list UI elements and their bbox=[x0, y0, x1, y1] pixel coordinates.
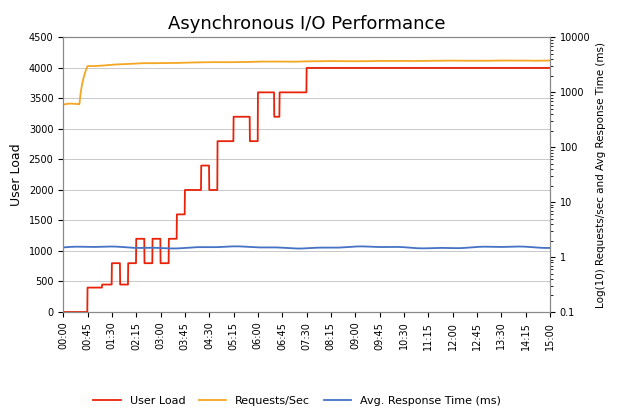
Y-axis label: Log(10) Requests/sec and Avg Response Time (ms): Log(10) Requests/sec and Avg Response Ti… bbox=[596, 42, 605, 308]
Line: Requests/Sec: Requests/Sec bbox=[63, 60, 550, 104]
Requests/Sec bbox=[59, 102, 67, 107]
User Load bbox=[532, 65, 540, 70]
Title: Asynchronous I/O Performance: Asynchronous I/O Performance bbox=[167, 15, 446, 33]
Requests/Sec bbox=[532, 58, 540, 63]
User Load bbox=[443, 65, 451, 70]
User Load bbox=[59, 310, 67, 314]
Requests/Sec bbox=[296, 59, 303, 64]
Avg. Response Time (ms) bbox=[546, 245, 554, 250]
Avg. Response Time (ms) bbox=[232, 244, 240, 249]
Avg. Response Time (ms) bbox=[296, 246, 304, 251]
Avg. Response Time (ms) bbox=[532, 245, 540, 250]
Requests/Sec bbox=[283, 59, 291, 64]
User Load bbox=[296, 90, 303, 95]
Legend: User Load, Requests/Sec, Avg. Response Time (ms): User Load, Requests/Sec, Avg. Response T… bbox=[88, 391, 506, 411]
Requests/Sec bbox=[546, 58, 554, 63]
Y-axis label: User Load: User Load bbox=[10, 144, 23, 206]
Line: Avg. Response Time (ms): Avg. Response Time (ms) bbox=[63, 246, 550, 248]
Avg. Response Time (ms) bbox=[295, 246, 302, 251]
Avg. Response Time (ms) bbox=[59, 245, 67, 250]
User Load bbox=[283, 90, 291, 95]
Avg. Response Time (ms) bbox=[283, 245, 291, 250]
Requests/Sec bbox=[495, 58, 502, 63]
User Load bbox=[84, 285, 92, 290]
User Load bbox=[532, 65, 540, 70]
Requests/Sec bbox=[442, 58, 450, 63]
User Load bbox=[303, 65, 310, 70]
User Load bbox=[546, 65, 554, 70]
Line: User Load: User Load bbox=[63, 68, 550, 312]
Requests/Sec bbox=[84, 64, 92, 69]
Requests/Sec bbox=[532, 58, 540, 63]
Avg. Response Time (ms) bbox=[532, 245, 540, 250]
Avg. Response Time (ms) bbox=[443, 245, 451, 250]
Avg. Response Time (ms) bbox=[84, 245, 92, 250]
